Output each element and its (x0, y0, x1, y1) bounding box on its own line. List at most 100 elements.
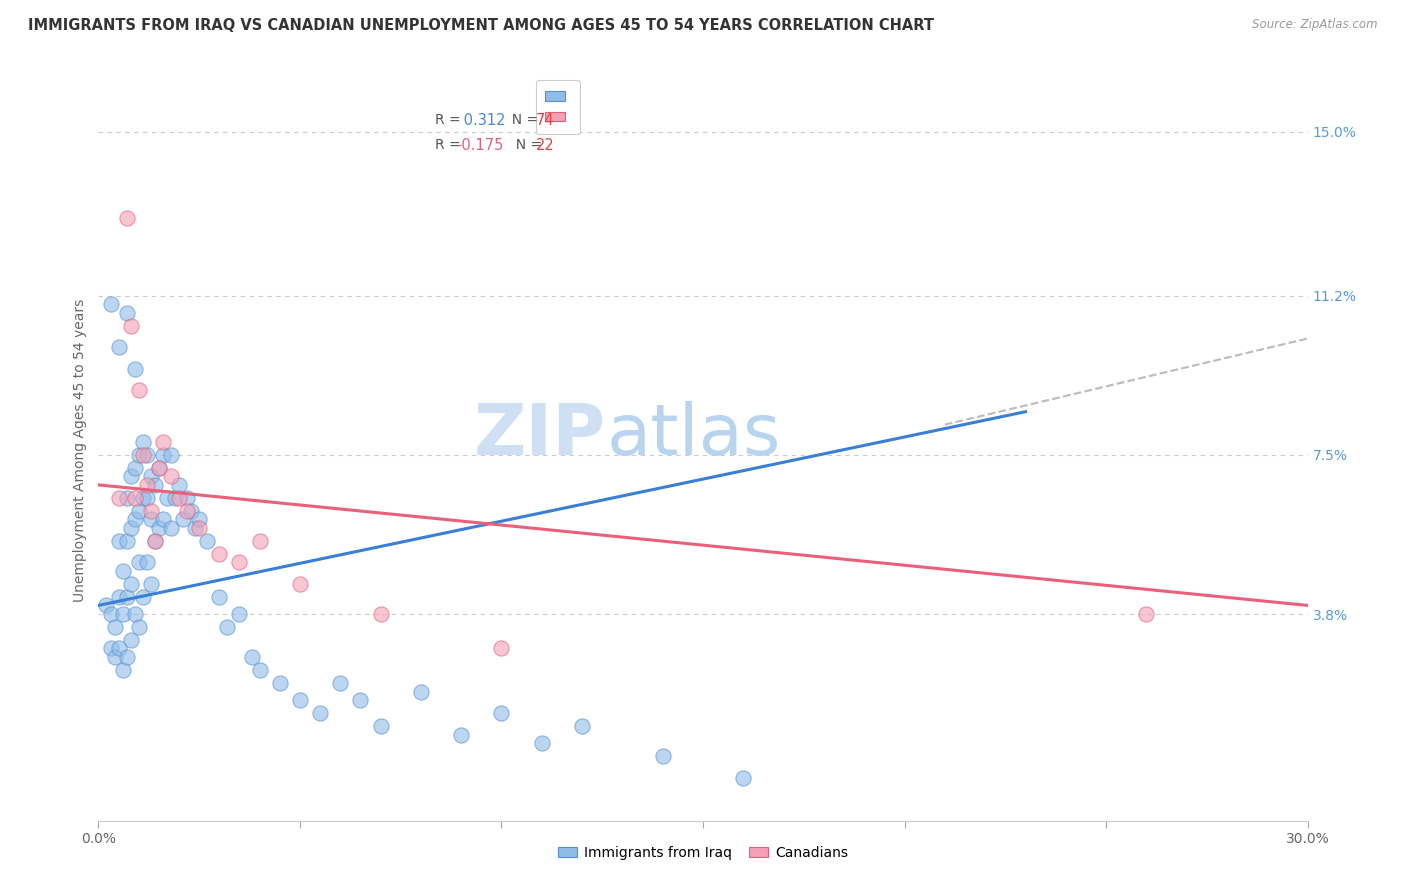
Point (184, 521, 207, 535)
Point (143, 533, 166, 548)
Point (132, 434, 155, 449)
Point (107, 340, 129, 354)
Point (571, 719, 593, 733)
Point (132, 491, 155, 505)
Point (103, 650, 125, 665)
Point (124, 512, 146, 526)
Point (152, 512, 174, 526)
Point (217, 620, 239, 634)
Point (124, 607, 146, 621)
Point (139, 512, 162, 526)
Point (115, 533, 138, 548)
Point (111, 607, 134, 621)
Point (176, 504, 198, 518)
Point (249, 663, 271, 677)
Point (139, 469, 162, 483)
Text: -0.175: -0.175 (457, 138, 503, 153)
Point (128, 383, 150, 397)
Point (288, 577, 311, 591)
Point (167, 478, 190, 492)
Point (103, 620, 125, 634)
Point (120, 577, 142, 591)
Point (115, 590, 138, 604)
Point (128, 555, 150, 569)
Point (143, 533, 166, 548)
Text: 0.312: 0.312 (458, 112, 505, 128)
Point (228, 555, 250, 569)
Point (107, 491, 129, 505)
Point (167, 491, 190, 505)
Point (530, 736, 553, 750)
Point (172, 512, 194, 526)
Point (160, 521, 183, 535)
Text: R =: R = (434, 138, 464, 153)
Point (115, 306, 138, 320)
Point (124, 361, 146, 376)
Point (249, 533, 271, 548)
Text: 74: 74 (536, 112, 555, 128)
Point (132, 590, 155, 604)
Text: atlas: atlas (606, 401, 780, 470)
Y-axis label: Unemployment Among Ages 45 to 54 years: Unemployment Among Ages 45 to 54 years (73, 299, 87, 602)
Point (135, 491, 157, 505)
Point (128, 448, 150, 462)
Point (143, 478, 166, 492)
Point (96, 599, 118, 613)
Point (491, 641, 513, 656)
Point (135, 478, 157, 492)
Point (100, 607, 122, 621)
Point (107, 590, 129, 604)
Text: Source: ZipAtlas.com: Source: ZipAtlas.com (1253, 18, 1378, 31)
Point (135, 555, 157, 569)
Point (115, 650, 138, 665)
Point (120, 318, 142, 333)
Point (188, 521, 211, 535)
Point (120, 521, 142, 535)
Point (240, 650, 263, 665)
Point (148, 521, 170, 535)
Point (120, 469, 142, 483)
Point (180, 504, 202, 518)
Point (139, 577, 162, 591)
Point (370, 607, 392, 621)
Text: IMMIGRANTS FROM IRAQ VS CANADIAN UNEMPLOYMENT AMONG AGES 45 TO 54 YEARS CORRELAT: IMMIGRANTS FROM IRAQ VS CANADIAN UNEMPLO… (28, 18, 934, 33)
Point (120, 632, 142, 647)
Point (128, 620, 150, 634)
Point (107, 533, 129, 548)
Point (115, 491, 138, 505)
Point (188, 512, 211, 526)
Point (152, 448, 174, 462)
Point (309, 706, 332, 720)
Point (228, 607, 250, 621)
Point (100, 641, 122, 656)
Point (152, 434, 174, 449)
Point (163, 491, 186, 505)
Point (139, 504, 162, 518)
Text: N =: N = (508, 138, 547, 153)
Legend: Immigrants from Iraq, Canadians: Immigrants from Iraq, Canadians (553, 840, 853, 865)
Point (128, 504, 150, 518)
Point (208, 590, 231, 604)
Point (208, 547, 231, 561)
Text: ZIP: ZIP (474, 401, 606, 470)
Point (160, 448, 183, 462)
Point (124, 491, 146, 505)
Point (409, 684, 432, 698)
Point (107, 641, 129, 656)
Point (450, 727, 472, 741)
Point (269, 676, 291, 690)
Point (111, 564, 134, 578)
Text: 22: 22 (536, 138, 555, 153)
Point (733, 771, 755, 785)
Point (176, 491, 198, 505)
Point (349, 693, 371, 707)
Point (111, 663, 134, 677)
Point (100, 297, 122, 311)
Point (491, 706, 513, 720)
Point (329, 676, 352, 690)
Text: N =: N = (503, 113, 543, 128)
Point (160, 469, 183, 483)
Point (124, 460, 146, 475)
Point (156, 491, 179, 505)
Point (195, 533, 218, 548)
